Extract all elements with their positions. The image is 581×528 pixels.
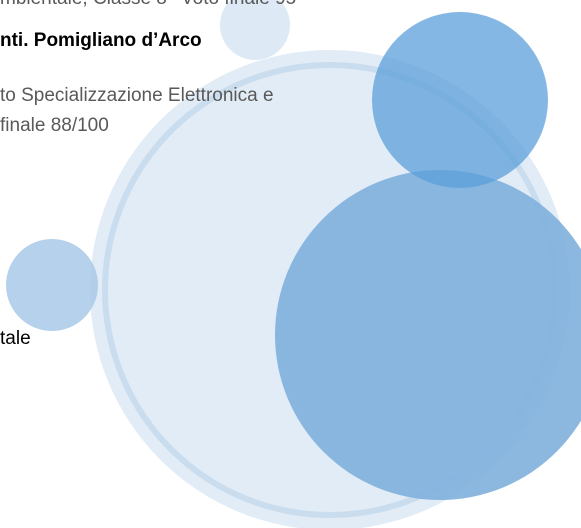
text-line: tale	[0, 328, 31, 350]
decorative-circles	[0, 0, 581, 528]
text-line: to Specializzazione Elettronica e	[0, 85, 274, 107]
heading-line: nti. Pomigliano d’Arco	[0, 30, 202, 52]
text-line: finale 88/100	[0, 115, 109, 137]
top-right-circle	[372, 12, 548, 188]
text-line: mbientale, Classe 8^ Voto finale 95	[0, 0, 296, 10]
page: mbientale, Classe 8^ Voto finale 95 nti.…	[0, 0, 581, 528]
small-left-circle	[6, 239, 98, 331]
